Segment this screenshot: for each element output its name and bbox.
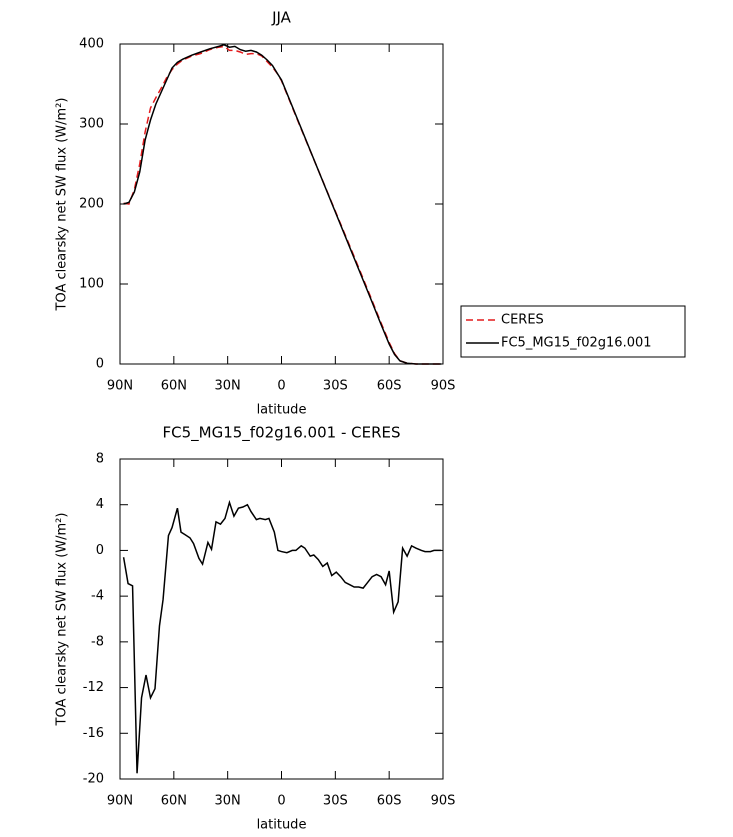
y-tick-label: 400 <box>79 37 104 52</box>
y-tick-label: -20 <box>83 772 104 787</box>
legend-box <box>460 305 686 358</box>
x-tick-label: 60N <box>161 379 187 394</box>
plot-frame <box>119 43 444 365</box>
y-tick-label: 100 <box>79 277 104 292</box>
data-line <box>122 499 442 774</box>
x-tick-label: 90N <box>107 379 133 394</box>
y-tick-label: 4 <box>96 497 104 512</box>
x-tick-label: 90N <box>107 794 133 809</box>
legend-label: FC5_MG15_f02g16.001 <box>501 336 652 351</box>
data-line <box>123 45 442 365</box>
y-tick-label: 0 <box>96 357 104 372</box>
y-tick-label: -4 <box>91 589 104 604</box>
x-tick-label: 0 <box>277 379 285 394</box>
y-axis-label: TOA clearsky net SW flux (W/m²) <box>55 513 70 727</box>
chart-title: JJA <box>271 9 292 27</box>
y-tick-label: 0 <box>96 543 104 558</box>
plot-frame <box>119 458 444 780</box>
x-tick-label: 90S <box>431 794 456 809</box>
x-tick-label: 30S <box>323 379 348 394</box>
x-axis-label: latitude <box>257 403 307 418</box>
x-tick-label: 30N <box>215 794 241 809</box>
x-tick-label: 60S <box>377 794 402 809</box>
legend-label: CERES <box>501 313 544 328</box>
y-tick-label: -16 <box>83 726 104 741</box>
x-tick-label: 60S <box>377 379 402 394</box>
x-tick-label: 30S <box>323 794 348 809</box>
chart-title: FC5_MG15_f02g16.001 - CERES <box>163 424 401 443</box>
y-tick-label: 200 <box>79 197 104 212</box>
x-tick-label: 30N <box>215 379 241 394</box>
x-tick-label: 60N <box>161 794 187 809</box>
data-line <box>123 44 442 365</box>
x-tick-label: 0 <box>277 794 285 809</box>
y-tick-label: -12 <box>83 680 104 695</box>
y-tick-label: 8 <box>96 452 104 467</box>
x-tick-label: 90S <box>431 379 456 394</box>
y-tick-label: -8 <box>91 634 104 649</box>
y-axis-label: TOA clearsky net SW flux (W/m²) <box>55 98 70 312</box>
y-tick-label: 300 <box>79 117 104 132</box>
x-axis-label: latitude <box>257 818 307 833</box>
